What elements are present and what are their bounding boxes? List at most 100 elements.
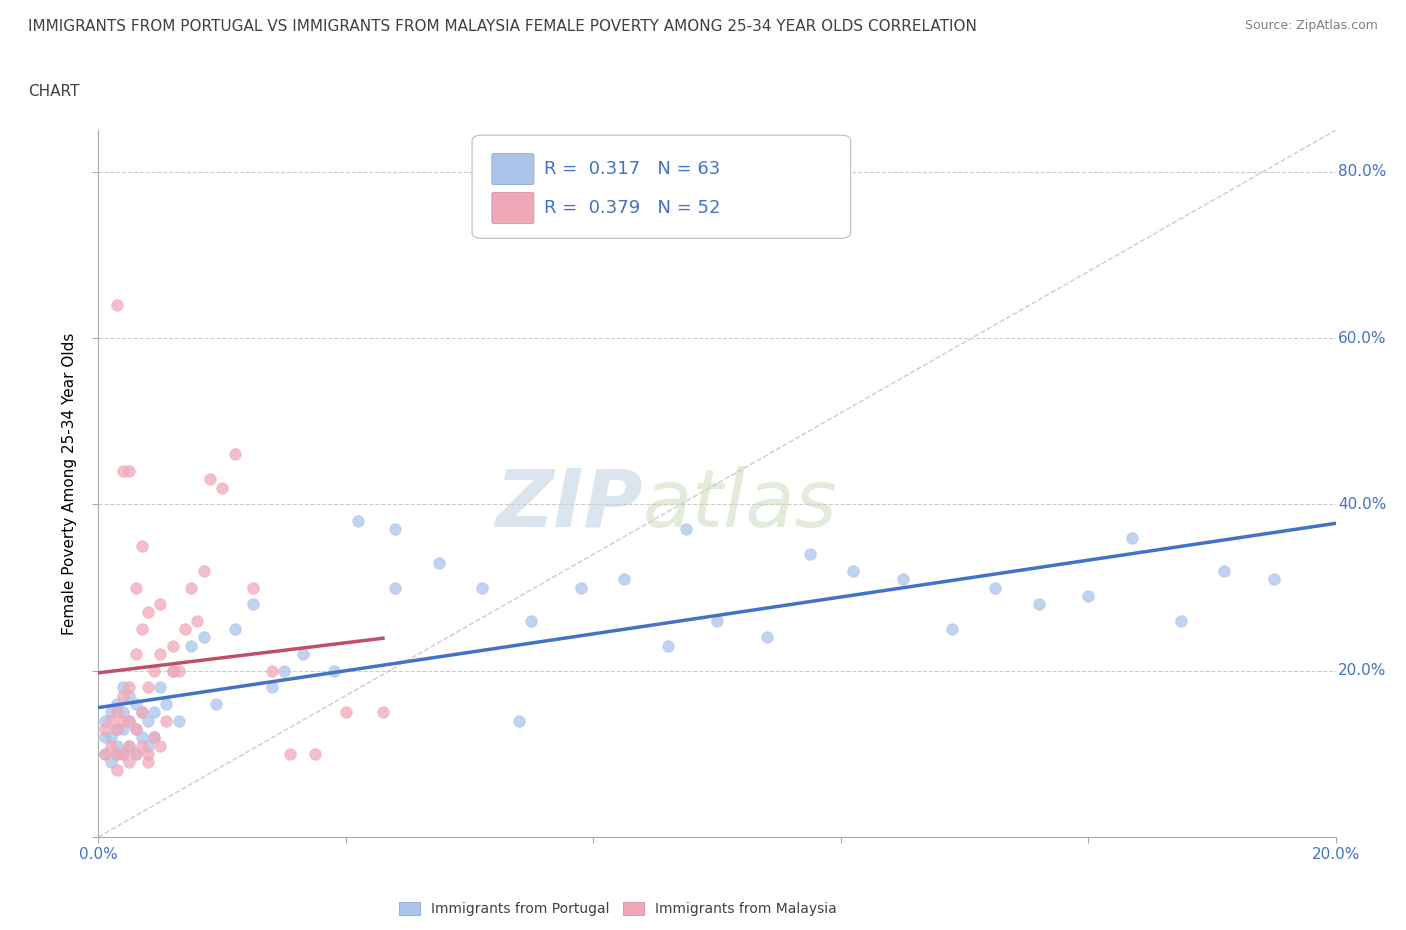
Point xyxy=(105,763,128,777)
Text: 40.0%: 40.0% xyxy=(1339,497,1386,512)
Point xyxy=(143,663,166,678)
Point xyxy=(124,646,146,661)
Point xyxy=(136,713,159,728)
Point xyxy=(112,680,135,695)
Point xyxy=(105,697,128,711)
Text: 60.0%: 60.0% xyxy=(1339,330,1386,346)
Point xyxy=(100,738,122,753)
Point xyxy=(273,663,295,678)
Point xyxy=(224,621,246,636)
Point xyxy=(291,646,314,661)
Point xyxy=(384,522,406,537)
Point xyxy=(93,747,115,762)
Point xyxy=(278,747,301,762)
Point xyxy=(136,738,159,753)
Point xyxy=(193,630,215,644)
Point xyxy=(155,697,177,711)
Point xyxy=(242,597,264,612)
Point xyxy=(1263,572,1285,587)
Point xyxy=(136,680,159,695)
Point xyxy=(1170,614,1192,629)
Point xyxy=(112,722,135,737)
Point xyxy=(657,638,679,653)
Point xyxy=(143,730,166,745)
Point xyxy=(105,298,128,312)
Point xyxy=(149,597,172,612)
Point xyxy=(984,580,1007,595)
Point xyxy=(143,705,166,720)
Point xyxy=(1213,564,1236,578)
Point xyxy=(706,614,728,629)
FancyBboxPatch shape xyxy=(472,135,851,238)
Point xyxy=(891,572,914,587)
Point xyxy=(260,680,283,695)
Point xyxy=(371,705,394,720)
Point xyxy=(149,738,172,753)
Point xyxy=(162,638,184,653)
Point xyxy=(260,663,283,678)
Point xyxy=(941,621,963,636)
Point xyxy=(105,705,128,720)
Point xyxy=(131,538,153,553)
Point xyxy=(93,713,115,728)
Point xyxy=(520,614,543,629)
FancyBboxPatch shape xyxy=(492,193,534,223)
Point xyxy=(180,638,202,653)
Point xyxy=(112,464,135,479)
Point xyxy=(205,697,228,711)
Point xyxy=(100,755,122,770)
Point xyxy=(143,730,166,745)
Text: R =  0.379   N = 52: R = 0.379 N = 52 xyxy=(544,199,720,217)
Point xyxy=(162,663,184,678)
Point xyxy=(155,713,177,728)
Point xyxy=(224,447,246,462)
Point xyxy=(131,730,153,745)
Point xyxy=(131,705,153,720)
Point xyxy=(304,747,326,762)
Point xyxy=(100,713,122,728)
Point xyxy=(149,680,172,695)
Point xyxy=(136,605,159,620)
Point xyxy=(100,705,122,720)
Point xyxy=(112,688,135,703)
Text: atlas: atlas xyxy=(643,466,838,544)
Point xyxy=(105,738,128,753)
Text: ZIP: ZIP xyxy=(495,466,643,544)
Point xyxy=(842,564,865,578)
Point xyxy=(322,663,344,678)
Point xyxy=(471,580,494,595)
Point xyxy=(124,722,146,737)
Point xyxy=(508,713,530,728)
Point xyxy=(112,747,135,762)
Text: IMMIGRANTS FROM PORTUGAL VS IMMIGRANTS FROM MALAYSIA FEMALE POVERTY AMONG 25-34 : IMMIGRANTS FROM PORTUGAL VS IMMIGRANTS F… xyxy=(28,19,977,33)
Point xyxy=(174,621,197,636)
Point xyxy=(118,713,141,728)
Point xyxy=(186,614,208,629)
Point xyxy=(1121,530,1143,545)
Point xyxy=(131,621,153,636)
Point xyxy=(105,722,128,737)
Point xyxy=(131,705,153,720)
Point xyxy=(335,705,357,720)
Point xyxy=(124,722,146,737)
Point xyxy=(105,747,128,762)
Point xyxy=(124,697,146,711)
Point xyxy=(162,663,184,678)
Point xyxy=(427,555,450,570)
Point xyxy=(124,747,146,762)
Point xyxy=(118,738,141,753)
Point xyxy=(675,522,697,537)
Point xyxy=(112,705,135,720)
Point xyxy=(118,738,141,753)
Point xyxy=(112,747,135,762)
Point xyxy=(799,547,821,562)
Point xyxy=(193,564,215,578)
Point xyxy=(93,722,115,737)
Point xyxy=(384,580,406,595)
Point xyxy=(613,572,636,587)
Point xyxy=(198,472,221,487)
Point xyxy=(124,580,146,595)
Legend: Immigrants from Portugal, Immigrants from Malaysia: Immigrants from Portugal, Immigrants fro… xyxy=(394,897,842,922)
Y-axis label: Female Poverty Among 25-34 Year Olds: Female Poverty Among 25-34 Year Olds xyxy=(62,332,77,635)
FancyBboxPatch shape xyxy=(492,153,534,185)
